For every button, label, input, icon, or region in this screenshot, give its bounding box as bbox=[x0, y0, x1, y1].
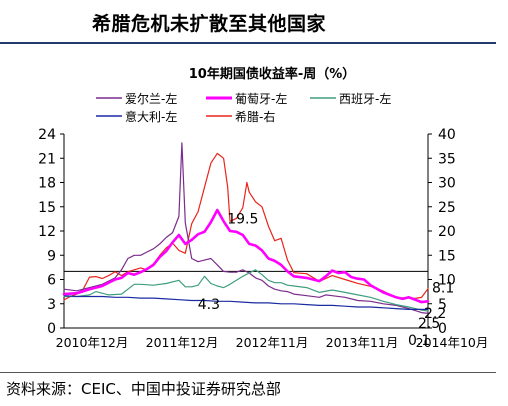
x-tick-label: 2013年11月 bbox=[326, 335, 399, 350]
legend-label-italy: 意大利-左 bbox=[125, 109, 177, 124]
left-tick-label: 6 bbox=[47, 273, 56, 289]
data-annotation: 2.5 bbox=[418, 316, 440, 332]
chart-title: 10年期国债收益率-周（%） bbox=[189, 66, 356, 82]
yield-chart: 10年期国债收益率-周（%） 爱尔兰-左 葡萄牙-左 西班牙-左 意大利-左 希… bbox=[38, 66, 488, 350]
right-tick-label: 0 bbox=[438, 321, 447, 337]
data-annotation: 0.1 bbox=[408, 333, 430, 349]
legend-item-italy: 意大利-左 bbox=[96, 109, 177, 124]
legend-label-greece: 希腊-右 bbox=[235, 109, 275, 124]
right-tick-label: 40 bbox=[438, 127, 456, 143]
left-tick-label: 12 bbox=[38, 224, 56, 240]
series-line-ireland bbox=[63, 142, 429, 314]
source-note: 资料来源：CEIC、中国中投证券研究总部 bbox=[6, 380, 281, 398]
x-tick-label: 2010年12月 bbox=[56, 335, 129, 350]
x-tick-label: 2014年10月 bbox=[416, 335, 489, 350]
left-tick-label: 21 bbox=[38, 151, 56, 167]
left-tick-label: 0 bbox=[47, 321, 56, 337]
plot-area: 0 3 6 9 12 15 18 21 24 0 5 10 15 20 25 30 35 40 2010年12月 20… bbox=[38, 127, 488, 350]
series-line-spain bbox=[63, 269, 429, 312]
right-tick-label: 15 bbox=[438, 248, 456, 264]
series-line-portugal bbox=[62, 208, 430, 304]
right-tick-label: 20 bbox=[438, 224, 456, 240]
legend-label-portugal: 葡萄牙-左 bbox=[235, 91, 287, 106]
series-line-italy bbox=[63, 295, 429, 310]
right-tick-label: 30 bbox=[438, 176, 456, 192]
x-tick-label: 2012年11月 bbox=[236, 335, 309, 350]
left-tick-label: 9 bbox=[47, 248, 56, 264]
source-rule bbox=[0, 372, 496, 373]
left-tick-label: 18 bbox=[38, 176, 56, 192]
right-tick-label: 35 bbox=[438, 151, 456, 167]
data-annotation: 19.5 bbox=[227, 211, 258, 227]
legend-item-ireland: 爱尔兰-左 bbox=[96, 91, 177, 106]
x-tick-label: 2011年12月 bbox=[146, 335, 219, 350]
legend-item-spain: 西班牙-左 bbox=[310, 91, 391, 106]
right-tick-label: 10 bbox=[438, 273, 456, 289]
right-tick-label: 5 bbox=[438, 297, 447, 313]
data-annotation: 4.3 bbox=[198, 297, 220, 313]
left-tick-label: 15 bbox=[38, 200, 56, 216]
right-tick-label: 25 bbox=[438, 200, 456, 216]
legend-label-spain: 西班牙-左 bbox=[339, 91, 391, 106]
slide-title: 希腊危机未扩散至其他国家 bbox=[92, 13, 327, 35]
legend: 爱尔兰-左 葡萄牙-左 西班牙-左 意大利-左 希腊-右 bbox=[96, 91, 391, 124]
legend-item-greece: 希腊-右 bbox=[206, 109, 275, 124]
data-annotation: 2.2 bbox=[424, 306, 446, 322]
title-rule bbox=[0, 42, 496, 44]
left-tick-label: 24 bbox=[38, 127, 56, 143]
legend-item-portugal: 葡萄牙-左 bbox=[206, 91, 287, 106]
left-tick-label: 3 bbox=[47, 297, 56, 313]
legend-label-ireland: 爱尔兰-左 bbox=[125, 91, 177, 106]
data-annotation: 8.1 bbox=[432, 281, 454, 297]
